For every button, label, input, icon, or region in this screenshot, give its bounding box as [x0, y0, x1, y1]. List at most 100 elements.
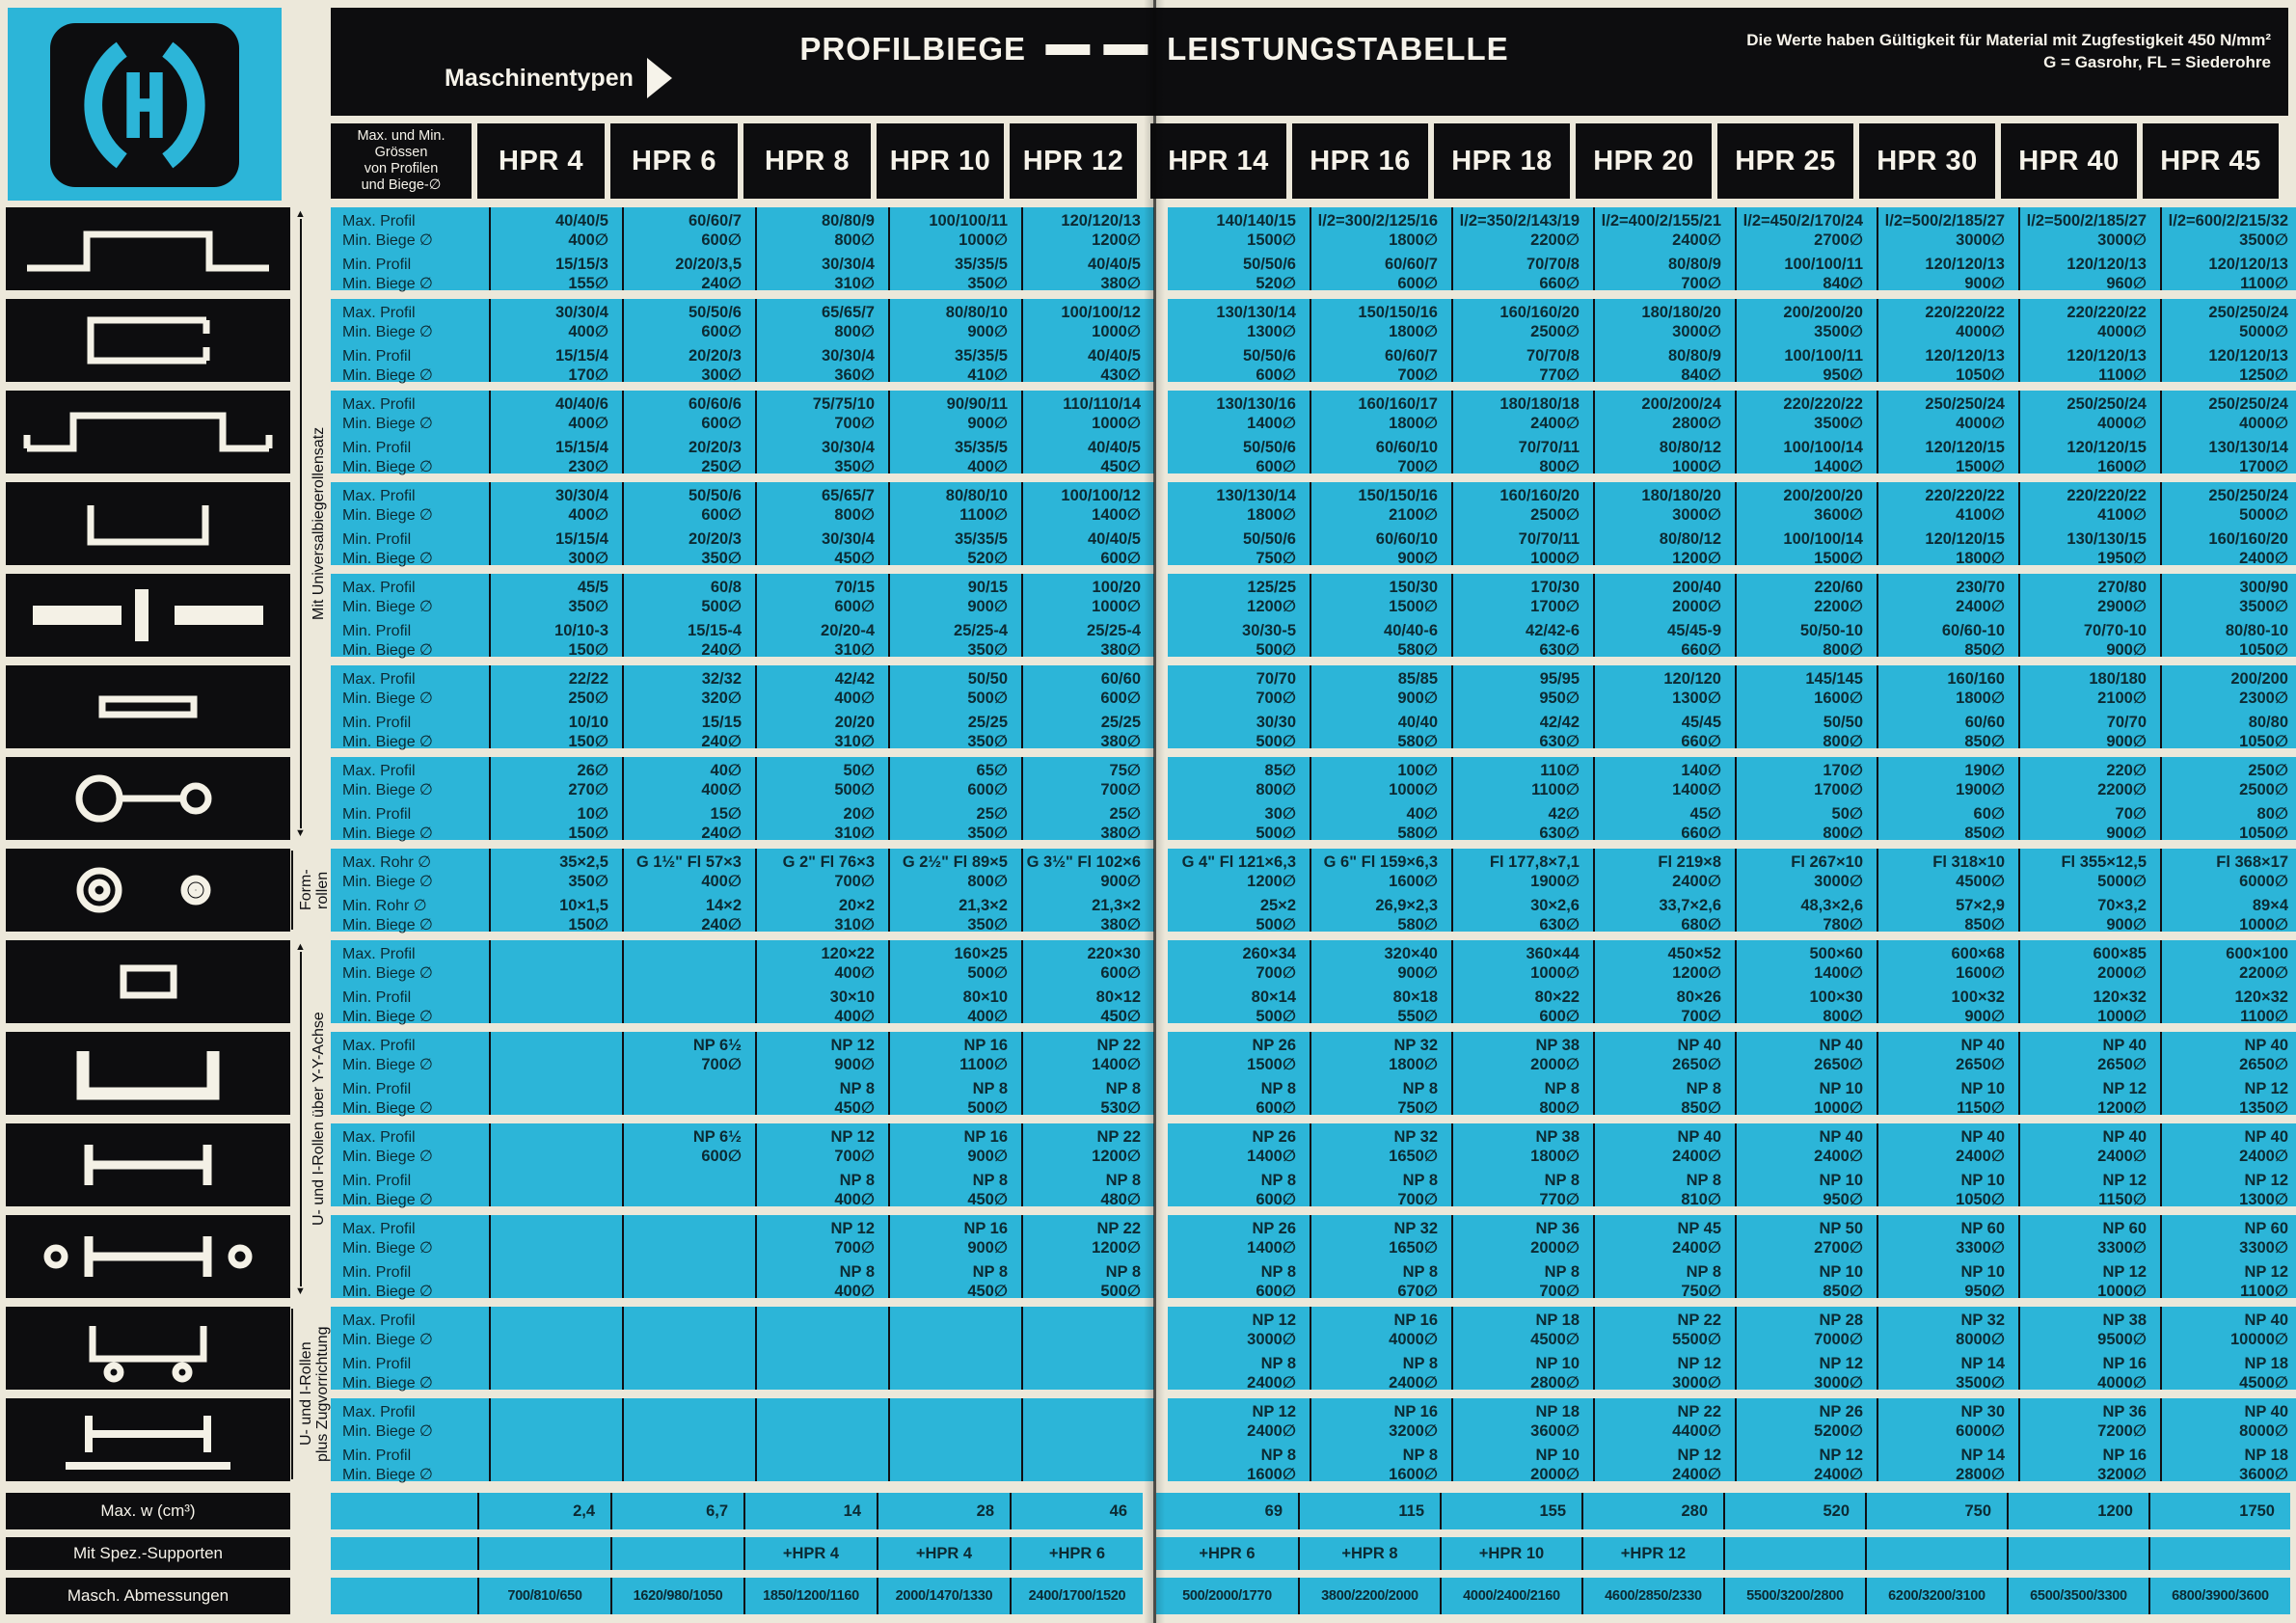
cell-value: Fl 318×10 [1932, 853, 2005, 871]
cell-value: 150/30 [1389, 579, 1438, 596]
cell-value: 30/30/4 [554, 487, 608, 504]
bottom-row-label: Mit Spez.-Supporten [6, 1537, 290, 1570]
cell-value [493, 1331, 608, 1350]
table-cell: l/2=400/2/155/21 2400∅ 80/80/9 700∅ [1593, 207, 1735, 290]
table-cell: 500×60 1400∅ 100×30 800∅ [1735, 940, 1877, 1023]
cell-value: 800∅ [1256, 780, 1296, 798]
table-cell: 125/25 1200∅ 30/30-5 500∅ [1168, 574, 1310, 657]
cell-value: 1500∅ [1389, 597, 1438, 615]
cell-value [759, 1355, 875, 1374]
cell-value: 30/30-5 [1242, 622, 1296, 639]
cell-value: l/2=500/2/185/27 [2026, 212, 2147, 230]
cell-value: 400∅ [568, 230, 608, 249]
row-label: Min. Biege ∅ [342, 1099, 433, 1117]
cell-value: 120/120/13 [1925, 256, 2005, 273]
cell-value: 1700∅ [1814, 780, 1863, 798]
cell-value: 350∅ [701, 549, 742, 566]
cell-value: 80×14 [1251, 988, 1296, 1006]
cell-value: 350∅ [834, 457, 875, 474]
cell-value: 670∅ [1397, 1282, 1438, 1299]
cell-value: 100/100/11 [929, 212, 1008, 230]
section-strip-spacer [290, 757, 331, 840]
cell-value: 33,7×2,6 [1659, 897, 1721, 914]
cell-value: 600×100 [2226, 945, 2288, 962]
cell-value: 400∅ [568, 505, 608, 524]
cell-value: 2500∅ [2239, 780, 2288, 798]
cell-value: 1800∅ [1389, 1055, 1438, 1073]
table-cell: 280 [1581, 1493, 1723, 1529]
cell-value: 60/60/10 [1375, 530, 1438, 548]
row-label: Min. Biege ∅ [342, 1191, 433, 1208]
table-cell: 35×2,5 350∅ 10×1,5 150∅ [489, 849, 622, 932]
cell-value: 4000∅ [2239, 414, 2288, 432]
cell-value: 600∅ [1100, 689, 1141, 707]
cell-value: NP 40 [1677, 1037, 1721, 1054]
cell-value: 10∅ [577, 805, 608, 823]
cell-value: 25×2 [1259, 897, 1296, 914]
cell-value: 220/220/22 [1925, 304, 2005, 321]
cell-value: 1400∅ [1247, 1238, 1296, 1257]
cell-value: 1400∅ [1247, 1147, 1296, 1165]
cell-value: 850∅ [1681, 1098, 1721, 1116]
cell-value: 700∅ [1256, 689, 1296, 707]
table-cell: 220/220/22 4100∅ 130/130/15 1950∅ [2018, 482, 2160, 565]
cell-value: 800∅ [834, 322, 875, 340]
row-label: Min. Biege ∅ [342, 275, 433, 292]
cell-value: 10000∅ [2229, 1330, 2288, 1348]
table-cell [489, 1307, 622, 1390]
cell-value: 30/30/4 [821, 347, 875, 365]
table-cell [1865, 1537, 2007, 1570]
cell-value: 630∅ [1539, 915, 1580, 933]
cell-value: 70/70 [2106, 714, 2147, 731]
cell-value: 1800∅ [1247, 505, 1296, 524]
group-block-right: 260×34 700∅ 80×14 500∅ 320×40 900∅ 80×18 550∅ 36… [1168, 940, 2296, 1023]
cell-value: 580∅ [1397, 640, 1438, 658]
table-cell: 155 [1440, 1493, 1581, 1529]
round-bar-icon [6, 757, 290, 840]
cell-value: 25/25 [1100, 714, 1141, 731]
cell-value: NP 32 [1960, 1312, 2005, 1329]
cell-value: 1000∅ [959, 230, 1008, 249]
cell-value: 1400∅ [1672, 780, 1721, 798]
cell-value: 120/120 [1663, 670, 1721, 688]
cell-value [626, 1191, 742, 1207]
i-beam-rollers-icon [6, 1215, 290, 1298]
table-cell: 200/200 2300∅ 80/80 1050∅ [2160, 665, 2296, 748]
cell-value [626, 988, 742, 1008]
cell-value: NP 8 [1544, 1172, 1580, 1189]
bottom-block-left: +HPR 4 +HPR 4 +HPR 6 [331, 1537, 1143, 1570]
cell-value: 20/20/3 [688, 439, 742, 456]
table-cell: 50/50/6 600∅ 20/20/3 350∅ [622, 482, 755, 565]
cell-value: 380∅ [1100, 824, 1141, 841]
cell-value: 1150∅ [2098, 1190, 2147, 1207]
cell-value: NP 12 [2102, 1263, 2147, 1281]
cell-value: 4500∅ [2239, 1373, 2288, 1391]
cell-value: 800∅ [1823, 824, 1863, 841]
cell-value: 1900∅ [1956, 780, 2005, 798]
cell-value: 950∅ [1539, 689, 1580, 707]
cell-value: 800∅ [967, 872, 1008, 890]
cell-value: 1600∅ [2097, 457, 2147, 474]
row-label: Min. Profil [342, 1173, 412, 1189]
table-cell: 700/810/650 [477, 1578, 610, 1614]
cell-value: 100/20 [1092, 579, 1141, 596]
column-header-hpr-20: HPR 20 [1576, 123, 1712, 199]
cell-value: 900∅ [967, 597, 1008, 615]
cell-value: 600×68 [1951, 945, 2005, 962]
cell-value: 50/50/6 [688, 304, 742, 321]
table-cell: NP 16 4000∅ NP 8 2400∅ [1310, 1307, 1451, 1390]
cell-value: 3000∅ [1672, 322, 1721, 340]
table-cell: NP 40 2400∅ NP 10 1050∅ [1877, 1123, 2018, 1206]
cell-value: NP 18 [1535, 1312, 1580, 1329]
section-range-arrow-icon: ▲ ▼ [295, 940, 307, 1298]
row-label: Max. Profil [342, 1312, 416, 1329]
table-cell: 75/75/10 700∅ 30/30/4 350∅ [755, 391, 888, 473]
table-cell: 5500/3200/2800 [1723, 1578, 1865, 1614]
cell-value: 220/220/22 [1925, 487, 2005, 504]
cell-value: 80/80/9 [821, 212, 875, 230]
table-cell: G 3½" Fl 102×6 900∅ 21,3×2 380∅ [1021, 849, 1154, 932]
cell-value: 4100∅ [2097, 505, 2147, 524]
cell-value: NP 60 [2244, 1220, 2288, 1237]
cell-value: 900∅ [2106, 640, 2147, 658]
table-cell: 75∅ 700∅ 25∅ 380∅ [1021, 757, 1154, 840]
